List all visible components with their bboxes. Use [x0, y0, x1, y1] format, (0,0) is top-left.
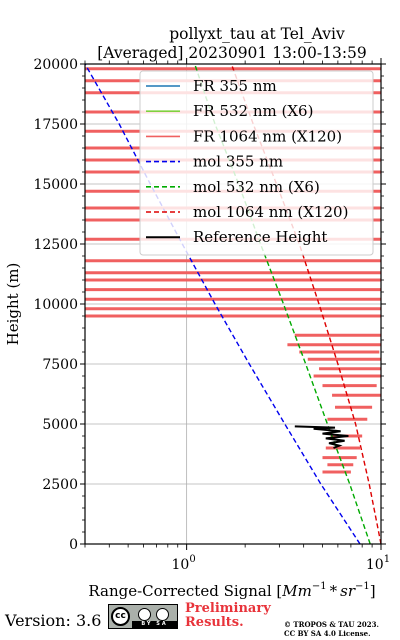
cc-logo-icon: cc [111, 607, 130, 626]
preliminary-notice: Preliminary Results. [185, 602, 271, 630]
chart-title-line1: pollyxt_tau at Tel_Aviv [169, 25, 345, 43]
x-tick-label: 101 [366, 554, 390, 573]
legend-label: FR 532 nm (X6) [193, 102, 313, 120]
legend-label: mol 532 nm (X6) [193, 178, 320, 196]
y-tick-label: 7500 [42, 357, 78, 373]
y-tick-label: 2500 [42, 477, 78, 493]
y-axis-label: Height (m) [4, 263, 22, 346]
height-profile-chart: pollyxt_tau at Tel_Aviv [Averaged] 20230… [4, 25, 390, 600]
legend-label: FR 1064 nm (X120) [193, 127, 342, 145]
x-tick-label: 100 [172, 554, 196, 573]
y-tick-label: 0 [69, 537, 78, 553]
reference-height-line [294, 425, 349, 449]
axis-ticks: 0 2500 5000 7500 10000 12500 15000 17500 20000 10… [33, 57, 390, 573]
series-line [84, 63, 361, 545]
y-tick-label: 17500 [33, 117, 78, 133]
legend-label: Reference Height [193, 228, 327, 246]
share-alike-icon [156, 608, 169, 621]
y-tick-label: 15000 [33, 177, 78, 193]
preliminary-line2: Results. [185, 615, 244, 630]
legend-box [139, 70, 374, 256]
x-axis-label: Range-Corrected Signal [Mm−1 * sr−1] [88, 581, 375, 600]
y-tick-label: 10000 [33, 297, 78, 313]
y-tick-label: 12500 [33, 237, 78, 253]
chart-title-line2: [Averaged] 20230901 13:00-13:59 [97, 44, 367, 62]
version-label: Version: 3.6 [5, 611, 102, 630]
cc-license-badge: cc BY SA [108, 604, 178, 629]
y-tick-label: 5000 [42, 417, 78, 433]
cc-strip-label: BY SA [132, 621, 177, 628]
legend-label: FR 355 nm [193, 77, 277, 95]
legend-label: mol 355 nm [193, 153, 283, 171]
preliminary-line1: Preliminary [185, 601, 271, 616]
legend: FR 355 nm FR 532 nm (X6) FR 1064 nm (X120)… [139, 70, 374, 256]
copyright-line2: CC BY SA 4.0 License. [284, 629, 371, 638]
by-person-icon [138, 608, 151, 621]
reference-height-series [294, 425, 349, 449]
y-tick-label: 20000 [33, 57, 78, 73]
legend-label: mol 1064 nm (X120) [193, 203, 348, 221]
copyright-line1: © TROPOS & TAU 2023. [284, 620, 379, 629]
copyright-notice: © TROPOS & TAU 2023. CC BY SA 4.0 Licens… [284, 620, 379, 638]
